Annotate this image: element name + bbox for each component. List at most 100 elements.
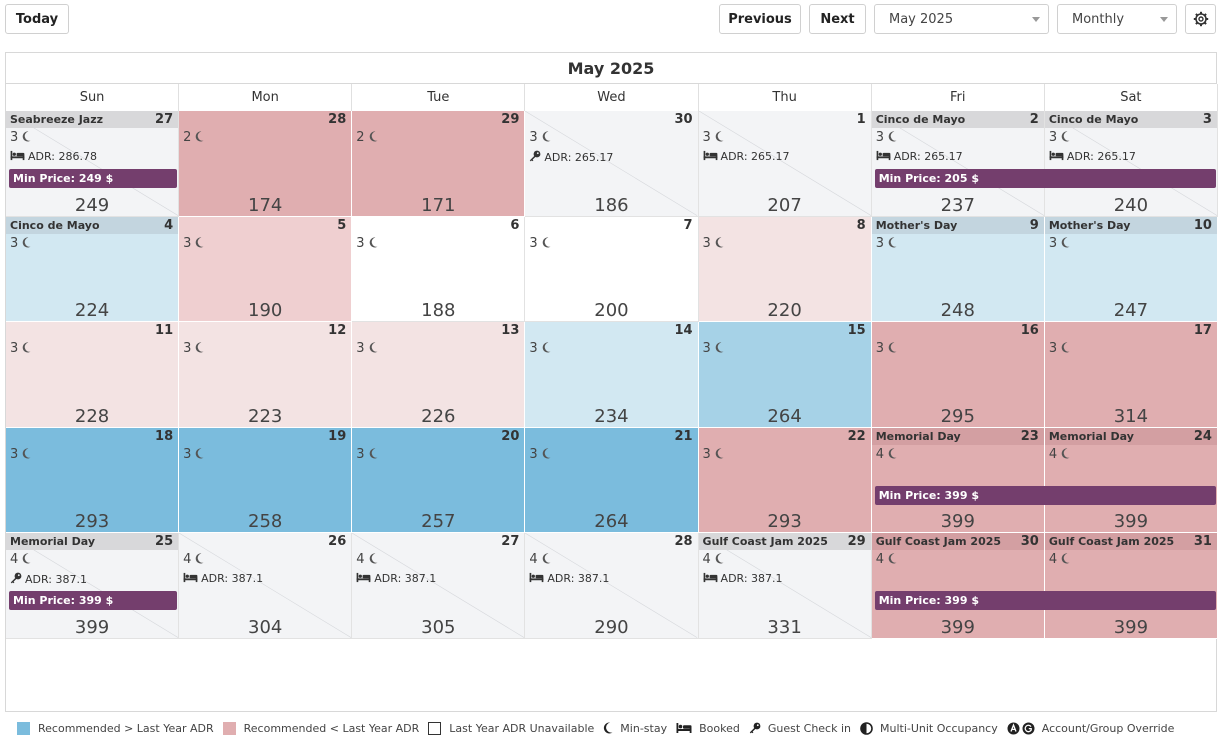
day-number: 26: [328, 534, 347, 550]
day-cell[interactable]: 7 3 200: [525, 216, 699, 323]
day-cell[interactable]: 11 3 228: [6, 322, 180, 428]
day-cell[interactable]: 29 2 171: [352, 111, 526, 217]
day-cell[interactable]: Gulf Coast Jam 2025 29 4 ADR: 387.1 331: [698, 533, 872, 639]
min-price-bar[interactable]: Min Price: 399 $: [9, 591, 178, 611]
day-cell[interactable]: 22 3 293: [698, 427, 872, 534]
key-icon: [529, 150, 544, 164]
day-cell[interactable]: Mother's Day 9 3 248: [871, 216, 1045, 323]
moon-icon: [711, 552, 725, 567]
day-cell[interactable]: Memorial Day 23 4 399: [871, 427, 1045, 534]
day-cell[interactable]: Seabreeze Jazz 27 3 ADR: 286.78 249: [6, 111, 180, 217]
day-number: 20: [501, 428, 520, 444]
day-cell[interactable]: Cinco de Mayo 4 3 224: [6, 216, 180, 323]
day-cell[interactable]: 6 3 188: [352, 216, 526, 323]
day-cell[interactable]: 13 3 226: [352, 322, 526, 428]
day-cell[interactable]: Cinco de Mayo 2 3 ADR: 265.17 237: [871, 111, 1045, 217]
day-cell[interactable]: 27 4 ADR: 387.1 305: [352, 533, 526, 639]
day-cell[interactable]: 16 3 295: [871, 322, 1045, 428]
legend-item: Guest Check in: [749, 722, 851, 735]
day-cell[interactable]: Memorial Day 25 4 ADR: 387.1 399: [6, 533, 180, 639]
day-number: 9: [1029, 217, 1039, 233]
day-cell[interactable]: 18 3 293: [6, 427, 180, 534]
moon-icon: [18, 130, 32, 145]
previous-button[interactable]: Previous: [719, 4, 801, 34]
month-title: May 2025: [6, 53, 1216, 84]
moon-icon: [884, 236, 898, 251]
day-cell[interactable]: 15 3 264: [698, 322, 872, 428]
day-cell[interactable]: Gulf Coast Jam 2025 31 4 399: [1044, 533, 1218, 639]
day-number: 25: [155, 534, 174, 550]
day-cell[interactable]: 8 3 220: [698, 216, 872, 323]
day-number: 11: [155, 323, 174, 339]
moon-icon: [538, 447, 552, 462]
min-stay: 4: [703, 552, 725, 567]
day-cell[interactable]: 30 3 ADR: 265.17 186: [525, 111, 699, 217]
day-cell[interactable]: 17 3 314: [1044, 322, 1218, 428]
unavailable-diagonal: [699, 533, 871, 638]
day-number: 21: [674, 428, 693, 444]
adr-value: ADR: 286.78: [28, 150, 97, 163]
recommended-price: 190: [248, 300, 283, 322]
day-cell[interactable]: 28 4 ADR: 387.1 290: [525, 533, 699, 639]
min-price-bar[interactable]: Min Price: 249 $: [9, 169, 178, 188]
day-cell[interactable]: 26 4 ADR: 387.1 304: [179, 533, 353, 639]
recommended-price: 257: [421, 511, 456, 533]
legend-label: Account/Group Override: [1041, 721, 1175, 735]
weekday-sun: Sun: [6, 84, 180, 111]
moon-icon: [1057, 552, 1071, 567]
day-number: 16: [1020, 323, 1039, 339]
weekday-fri: Fri: [871, 84, 1045, 111]
legend-label: Booked: [699, 721, 740, 735]
day-number: 27: [155, 112, 174, 127]
moon-icon: [884, 130, 898, 145]
day-cell[interactable]: 28 2 174: [179, 111, 353, 217]
recommended-price: 264: [594, 511, 629, 533]
next-button[interactable]: Next: [809, 4, 866, 34]
unavailable-diagonal: [6, 533, 178, 638]
day-cell[interactable]: Gulf Coast Jam 2025 30 4 399: [871, 533, 1045, 639]
min-price-bar[interactable]: Min Price: 399 $: [874, 591, 1216, 611]
min-stay-value: 3: [356, 446, 365, 462]
day-cell[interactable]: Cinco de Mayo 3 3 ADR: 265.17 240: [1044, 111, 1218, 217]
event-label: Cinco de Mayo: [871, 111, 1044, 128]
unavailable-diagonal: [699, 111, 871, 216]
day-cell[interactable]: Mother's Day 10 3 247: [1044, 216, 1218, 323]
recommended-price: 293: [74, 511, 110, 533]
day-cell[interactable]: 1 3 ADR: 265.17 207: [698, 111, 872, 217]
weekday-mon: Mon: [179, 84, 353, 111]
adr-line: ADR: 265.17: [1049, 150, 1136, 163]
day-number: 28: [674, 534, 693, 550]
settings-button[interactable]: [1185, 4, 1216, 34]
day-cell[interactable]: 19 3 258: [179, 427, 353, 534]
day-number: 18: [155, 428, 174, 444]
day-cell[interactable]: Memorial Day 24 4 399: [1044, 427, 1218, 534]
moon-icon: [604, 722, 613, 734]
min-stay: 4: [1049, 552, 1071, 567]
day-cell[interactable]: 14 3 234: [525, 322, 699, 428]
moon-icon: [18, 447, 32, 462]
event-label: Cinco de Mayo: [6, 216, 179, 234]
min-stay-value: 4: [1048, 446, 1058, 462]
weekday-sat: Sat: [1044, 84, 1218, 111]
min-stay: 3: [703, 130, 725, 145]
today-button[interactable]: Today: [5, 4, 69, 34]
recommended-price: 188: [421, 300, 456, 322]
min-price-bar[interactable]: Min Price: 205 $: [874, 169, 1216, 188]
view-select[interactable]: Monthly: [1057, 4, 1177, 34]
moon-icon: [538, 236, 552, 251]
min-stay-value: 3: [529, 446, 538, 462]
min-stay: 3: [529, 447, 551, 462]
day-cell[interactable]: 20 3 257: [352, 427, 526, 534]
recommended-price: 399: [940, 616, 975, 638]
day-cell[interactable]: 12 3 223: [179, 322, 353, 428]
day-number: 1: [856, 112, 866, 127]
weekday-tue: Tue: [352, 84, 526, 111]
day-cell[interactable]: 5 3 190: [179, 216, 353, 323]
month-select[interactable]: May 2025: [874, 4, 1049, 34]
min-stay: 3: [1049, 341, 1071, 356]
bed-icon: [676, 723, 692, 733]
min-price-bar[interactable]: Min Price: 399 $: [874, 485, 1216, 505]
legend-label: Recommended < Last Year ADR: [243, 721, 420, 735]
day-cell[interactable]: 21 3 264: [525, 427, 699, 534]
day-number: 29: [501, 112, 520, 127]
